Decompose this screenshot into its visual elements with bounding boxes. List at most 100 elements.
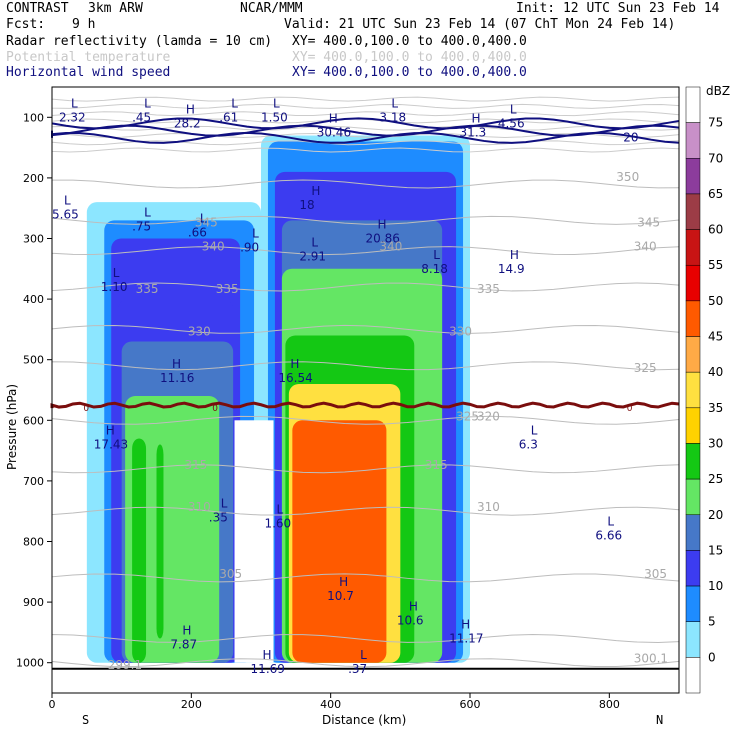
reflectivity-cell-15 [292,420,387,663]
extremum-31: L.37 [348,648,367,676]
extremum-kind-26: H [339,575,348,589]
theta-contour-340 [51,246,680,256]
extremum-7: H31.3 [460,111,487,139]
extremum-30: H11.69 [251,648,285,676]
extremum-value-10: .75 [132,219,151,233]
extremum-value-3: .61 [219,110,238,124]
colorbar-swatch-11 [685,478,701,516]
y-tick-label-500: 500 [23,354,44,367]
field-name-theta: Potential temperature [6,50,171,65]
colorbar-swatch-8 [685,371,701,409]
zero-isotherm-label-0: 0 [83,404,89,414]
extremum-4: L1.50 [261,96,288,124]
theta-label-8: 320 [477,409,500,423]
theta-contour-315 [51,464,680,474]
theta-label-18: 340 [634,240,657,254]
theta-label-5: 310 [477,500,500,514]
colorbar-swatch-5 [685,264,701,302]
colorbar-swatch-1 [685,122,701,159]
extremum-kind-29: H [182,624,191,638]
colorbar-label-5: 5 [708,615,716,629]
theta-upper-contour-2 [51,111,680,117]
extremum-value-20: 16.54 [278,371,312,385]
field-xy-wind: XY= 400.0,100.0 to 400.0,400.0 [292,65,527,80]
extremum-value-7: 31.3 [460,125,487,139]
theta-contour-310 [51,506,680,516]
theta-contour-345 [51,215,680,225]
colorbar-label-75: 75 [708,116,723,130]
theta-contour-320 [51,415,680,425]
colorbar-label-0: 0 [708,650,716,664]
extremum-kind-12: L [252,227,259,241]
x-end-label-left: S [82,713,90,727]
theta-label-4: 310 [188,500,211,514]
theta-label-14: 335 [216,282,239,296]
y-tick-label-1000: 1000 [16,657,44,670]
extremum-value-9: 5.65 [52,207,79,221]
extremum-kind-21: H [106,424,115,438]
field-name-wind: Horizontal wind speed [6,65,171,80]
extremum-kind-16: L [433,248,440,262]
org-name: NCAR/MMM [240,1,303,16]
extremum-kind-28: H [461,617,470,631]
extremum-value-16: 8.18 [421,262,448,276]
x-tick-label-400: 400 [320,698,341,711]
extremum-value-27: 10.6 [397,613,424,627]
extremum-6: H30.46 [317,111,351,139]
y-tick-label-100: 100 [23,111,44,124]
extremum-value-13: 18 [299,198,314,212]
extremum-11: L.66 [188,211,207,239]
reflectivity-cell-5 [125,396,220,663]
extremum-kind-19: H [172,357,181,371]
wind-label-0: 20 [623,131,638,145]
extremum-5: L3.18 [379,96,406,124]
theta-label-12: 330 [449,324,472,338]
extremum-22: L6.3 [519,424,538,452]
zero-isotherm [50,401,680,409]
extremum-value-12: .90 [240,241,259,255]
theta-label-11: 330 [188,324,211,338]
colorbar-swatch-16 [685,657,701,694]
extremum-26: H10.7 [327,575,354,603]
extremum-kind-5: L [391,96,398,110]
extremum-value-30: 11.69 [251,662,285,676]
colorbar-label-45: 45 [708,330,723,344]
extremum-10: L.75 [132,205,151,233]
theta-label-15: 335 [477,282,500,296]
extremum-kind-23: L [221,496,228,510]
extremum-kind-13: H [311,184,320,198]
extremum-value-19: 11.16 [160,371,194,385]
colorbar-label-20: 20 [708,508,723,522]
theta-label-17: 340 [379,240,402,254]
colorbar-swatch-0 [685,86,701,123]
field-xy-reflectivity: XY= 400.0,100.0 to 400.0,400.0 [292,34,527,49]
theta-label-16: 340 [202,240,225,254]
extremum-kind-17: H [510,248,519,262]
zero-isotherm-label-1: 0 [212,404,218,414]
theta-label-21: 350 [616,170,639,184]
extremum-value-2: 28.2 [174,116,201,130]
y-tick-label-200: 200 [23,172,44,185]
theta-label-1: 300.1 [634,652,668,666]
plot-frame [51,86,680,694]
extremum-value-17: 14.9 [498,262,525,276]
theta-label-13: 335 [136,282,159,296]
extremum-value-5: 3.18 [379,110,406,124]
reflectivity-cell-7 [156,444,164,639]
extremum-kind-11: L [200,211,207,225]
theta-upper-contour-7 [51,147,680,153]
colorbar-label-70: 70 [708,151,723,165]
colorbar-label-40: 40 [708,365,723,379]
extremum-17: H14.9 [498,248,525,276]
model-name: 3km ARW [88,1,143,16]
theta-contour-330 [51,324,680,334]
colorbar-label-50: 50 [708,294,723,308]
zero-isotherm-label-2: 0 [627,404,633,414]
extremum-kind-15: H [378,218,387,232]
clear-gap [234,420,274,663]
x-tick-label-0: 0 [49,698,56,711]
colorbar-swatch-2 [685,158,701,195]
theta-contour-295 [51,658,680,668]
